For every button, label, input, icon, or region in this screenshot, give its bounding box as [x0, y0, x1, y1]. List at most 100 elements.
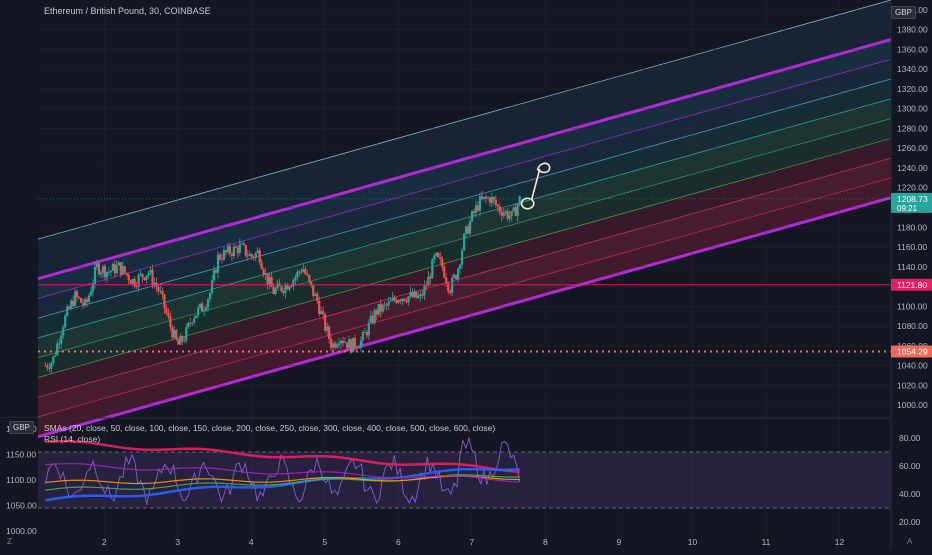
candle-body [419, 294, 422, 297]
candle-body [387, 301, 390, 306]
candle-body [518, 196, 521, 205]
candle-body [316, 293, 319, 302]
candle-body [56, 343, 59, 356]
level-price-tag[interactable] [891, 345, 932, 358]
candle-body [133, 278, 136, 287]
candle-body [433, 255, 436, 260]
channel-line [37, 98, 892, 339]
candle-body [203, 310, 206, 312]
candle-body [417, 296, 420, 298]
candle-body [286, 285, 289, 290]
candle-body [330, 338, 333, 348]
candle-body [468, 221, 472, 234]
auto-scale-button[interactable]: A [907, 537, 913, 546]
candle-body [193, 318, 196, 323]
currency-badge[interactable]: GBP [891, 6, 916, 19]
candle-body [401, 298, 404, 302]
indicator-axis[interactable] [0, 418, 38, 540]
candle-body [314, 293, 317, 296]
candle-body [367, 322, 370, 336]
sma-line [45, 440, 520, 474]
candle-body [143, 277, 146, 280]
price-tick-label: 1340.00 [897, 64, 928, 74]
candle-body [179, 336, 182, 345]
rsi-indicator-label[interactable]: RSI (14, close) [44, 434, 101, 444]
candle-body [335, 344, 339, 348]
sma-line [45, 475, 520, 485]
chart-title: Ethereum / British Pound, 30, COINBASE [44, 6, 211, 16]
candle-body [500, 211, 503, 216]
sma-indicator-label[interactable]: SMAs (20, close, 50, close, 100, close, … [44, 423, 496, 433]
zoom-reset-button[interactable]: Z [7, 537, 12, 546]
candle-body [119, 262, 122, 275]
candle-body [455, 274, 458, 280]
candle-body [81, 302, 85, 306]
candle-body [383, 304, 386, 306]
price-tick-label: 1220.00 [897, 183, 928, 193]
candle-body [212, 270, 216, 281]
candle-body [181, 336, 184, 342]
price-axis[interactable] [891, 0, 932, 550]
candle-body [159, 291, 162, 292]
drawing-annotation[interactable] [536, 162, 551, 174]
candle-body [165, 308, 168, 313]
candle-body [161, 291, 164, 295]
rsi-band [38, 452, 891, 508]
candle-body [76, 291, 79, 298]
candle-body [339, 340, 343, 344]
candle-body [379, 303, 382, 312]
candle-body [266, 273, 269, 285]
candle-body [135, 286, 138, 288]
sma-tick-label: 1000.00 [6, 526, 37, 536]
candle-body [298, 271, 301, 273]
candle-body [109, 270, 112, 272]
candle-body [230, 253, 233, 256]
candle-body [187, 322, 190, 328]
candle-body [206, 299, 210, 308]
candle-body [395, 300, 398, 303]
price-tick-label: 1140.00 [897, 262, 927, 272]
candle-body [157, 286, 160, 292]
candle-body [447, 283, 450, 291]
candle-body [421, 294, 424, 296]
time-tick-label: 9 [617, 537, 622, 547]
candle-body [381, 304, 384, 312]
candle-body [195, 315, 198, 319]
candle-body [498, 206, 501, 212]
candle-body [347, 339, 351, 348]
candle-body [216, 254, 220, 273]
candle-body [328, 326, 331, 339]
candle-body [87, 295, 91, 302]
rsi-tick-label: 40.00 [899, 489, 921, 499]
channel-outer-line [37, 196, 892, 439]
candle-body [324, 314, 327, 331]
candle-body [312, 285, 315, 296]
candle-body [462, 233, 466, 251]
candle-body [101, 266, 105, 273]
candle-body [54, 355, 57, 357]
candle-body [74, 291, 77, 306]
current-price-tag[interactable] [891, 192, 932, 213]
candle-body [413, 291, 416, 297]
candle-body [153, 282, 156, 285]
sma-line [45, 467, 520, 502]
indicator-currency-badge[interactable]: GBP [9, 421, 34, 434]
candle-body [111, 264, 114, 271]
level-price-tag[interactable] [891, 278, 932, 291]
candle-body [510, 211, 513, 217]
candle-body [403, 298, 406, 301]
channel-line [37, 157, 892, 398]
candle-body [145, 275, 148, 280]
candle-body [397, 299, 400, 303]
drawing-annotation[interactable] [520, 168, 541, 210]
candle-body [389, 300, 392, 302]
candle-body [332, 343, 335, 348]
candle-body [478, 196, 482, 211]
rsi-tick-label: 60.00 [899, 461, 921, 471]
candle-body [415, 291, 418, 298]
candle-body [208, 293, 212, 300]
time-tick-label: 7 [469, 537, 474, 547]
candle-body [201, 303, 204, 312]
